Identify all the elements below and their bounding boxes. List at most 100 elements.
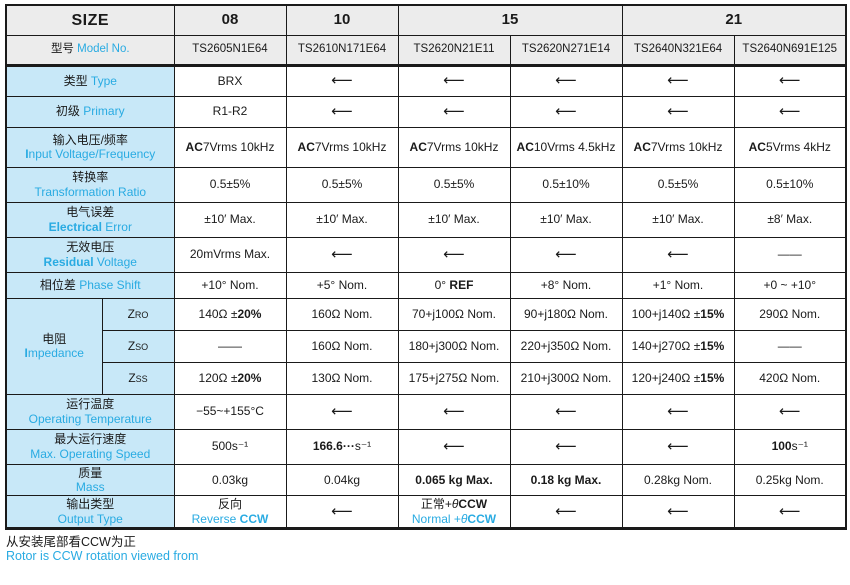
footnote: 从安装尾部看CCW为正 Rotor is CCW rotation viewed…	[6, 535, 850, 564]
label-en: Output Type	[57, 511, 123, 526]
cell: 0.5±5%	[173, 166, 287, 203]
cell: ——	[173, 329, 287, 363]
table-row-size: SIZE 08 10 15 21	[5, 4, 847, 36]
cell: 160Ω Nom.	[285, 329, 399, 363]
row-label-operating-temperature: 运行温度 Operating Temperature	[5, 393, 175, 430]
row-label-residual-voltage: 无效电压 Residual Voltage	[5, 236, 175, 273]
cell: 0.5±5%	[285, 166, 399, 203]
table-row-impedance-zso: ZSO —— 160Ω Nom. 180+j300Ω Nom. 220+j350…	[6, 329, 847, 363]
row-sublabel-zro: ZRO	[101, 297, 175, 331]
cell: 正常+θCCW Normal +θCCW	[397, 495, 511, 530]
table-row-operating-temperature: 运行温度 Operating Temperature −55~+155°C ⟵ …	[5, 393, 847, 430]
cell: ⟵	[285, 236, 399, 273]
table-row-impedance-zss: ZSS 120Ω ±20% 130Ω Nom. 175+j275Ω Nom. 2…	[6, 361, 847, 395]
cell: 420Ω Nom.	[733, 361, 847, 395]
table-row-impedance-zro: 电阻 Impedance ZRO 140Ω ±20% 160Ω Nom. 70+…	[5, 297, 847, 395]
cell: 120+j240Ω ±15%	[621, 361, 735, 395]
cell: AC10Vrms 4.5kHz	[509, 126, 623, 168]
cell: ⟵	[509, 393, 623, 430]
cell: ⟵	[509, 64, 623, 97]
cell: 0.28kg Nom.	[621, 463, 735, 497]
cell: ⟵	[509, 428, 623, 465]
cell: AC7Vrms 10kHz	[621, 126, 735, 168]
cell: ⟵	[733, 95, 847, 128]
cell: 反向 Reverse CCW	[173, 495, 287, 530]
cell-model-1: TS2605N1E64	[173, 34, 287, 67]
cell: +8° Nom.	[509, 271, 623, 299]
cell: ±10′ Max.	[621, 201, 735, 238]
cell: ⟵	[397, 95, 511, 128]
cell: 0.03kg	[173, 463, 287, 497]
size-col-21: 21	[621, 4, 847, 36]
cell: 90+j180Ω Nom.	[509, 297, 623, 331]
label-en: Max. Operating Speed	[30, 446, 151, 461]
size-col-15: 15	[397, 4, 623, 36]
label-en: Transformation Ratio	[34, 184, 147, 199]
row-label-impedance: 电阻 Impedance	[5, 297, 103, 395]
table-row-residual-voltage: 无效电压 Residual Voltage 20mVrms Max. ⟵ ⟵ ⟵…	[5, 236, 847, 273]
cell: ⟵	[621, 64, 735, 97]
cell: 166.6···s⁻¹	[285, 428, 399, 465]
table-row-electrical-error: 电气误差 Electrical Error ±10′ Max. ±10′ Max…	[5, 201, 847, 238]
cell: 0.065 kg Max.	[397, 463, 511, 497]
table-row-primary: 初级 Primary R1-R2 ⟵ ⟵ ⟵ ⟵ ⟵	[5, 95, 847, 128]
cell: 130Ω Nom.	[285, 361, 399, 395]
cell: 20mVrms Max.	[173, 236, 287, 273]
row-label-output-type: 输出类型 Output Type	[5, 495, 175, 530]
table-row-input-voltage: 输入电压/频率 Input Voltage/Frequency AC7Vrms …	[5, 126, 847, 168]
cell: 0.5±5%	[397, 166, 511, 203]
table-row-mass: 质量 Mass 0.03kg 0.04kg 0.065 kg Max. 0.18…	[5, 463, 847, 497]
label-cn: 最大运行速度	[54, 432, 127, 447]
cell: ⟵	[509, 95, 623, 128]
label-cn: 输出类型	[66, 497, 115, 512]
table-row-max-operating-speed: 最大运行速度 Max. Operating Speed 500s⁻¹ 166.6…	[5, 428, 847, 465]
cell: ⟵	[621, 428, 735, 465]
cell: ⟵	[397, 393, 511, 430]
cell: 140Ω ±20%	[173, 297, 287, 331]
label-en: Impedance	[24, 346, 84, 360]
cell: ⟵	[509, 236, 623, 273]
cell: ⟵	[621, 236, 735, 273]
label-cn: 质量	[78, 465, 103, 480]
label-cn: 电阻	[42, 331, 67, 346]
cell: ⟵	[733, 393, 847, 430]
cell: 0.5±10%	[733, 166, 847, 203]
row-label-type: 类型 Type	[5, 64, 175, 97]
cell: ⟵	[733, 64, 847, 97]
cell: 210+j300Ω Nom.	[509, 361, 623, 395]
label-en: Mass	[75, 479, 105, 494]
row-label-model: 型号 Model No.	[5, 34, 175, 67]
cell-model-3: TS2620N21E11	[397, 34, 511, 67]
cell: ⟵	[397, 236, 511, 273]
cell: 290Ω Nom.	[733, 297, 847, 331]
row-label-input-voltage: 输入电压/频率 Input Voltage/Frequency	[5, 126, 175, 168]
label-cn: 运行温度	[66, 397, 115, 412]
cell: ±10′ Max.	[285, 201, 399, 238]
table-row-transformation-ratio: 转换率 Transformation Ratio 0.5±5% 0.5±5% 0…	[5, 166, 847, 203]
size-header-label: SIZE	[5, 4, 175, 36]
cell: AC7Vrms 10kHz	[173, 126, 287, 168]
cell: ⟵	[509, 495, 623, 530]
cell: ±10′ Max.	[397, 201, 511, 238]
cell: +10° Nom.	[173, 271, 287, 299]
row-sublabel-zss: ZSS	[101, 361, 175, 395]
cell: 0° REF	[397, 271, 511, 299]
cell: 140+j270Ω ±15%	[621, 329, 735, 363]
spec-table: SIZE 08 10 15 21 型号 Model No. TS2605N1E6…	[5, 4, 847, 531]
label-en: Electrical Error	[48, 219, 132, 234]
cell: 0.5±5%	[621, 166, 735, 203]
cell: ——	[733, 329, 847, 363]
footnote-cn: 从安装尾部看CCW为正	[6, 535, 136, 550]
cell: ±10′ Max.	[173, 201, 287, 238]
cell: ±8′ Max.	[733, 201, 847, 238]
cell: 175+j275Ω Nom.	[397, 361, 511, 395]
table-row-type: 类型 Type BRX ⟵ ⟵ ⟵ ⟵ ⟵	[5, 64, 847, 97]
cell: 160Ω Nom.	[285, 297, 399, 331]
cell: ——	[733, 236, 847, 273]
cell: ⟵	[285, 393, 399, 430]
cell: 500s⁻¹	[173, 428, 287, 465]
cell: ⟵	[621, 95, 735, 128]
cell-model-5: TS2640N321E64	[621, 34, 735, 67]
cell: 70+j100Ω Nom.	[397, 297, 511, 331]
size-col-10: 10	[285, 4, 399, 36]
